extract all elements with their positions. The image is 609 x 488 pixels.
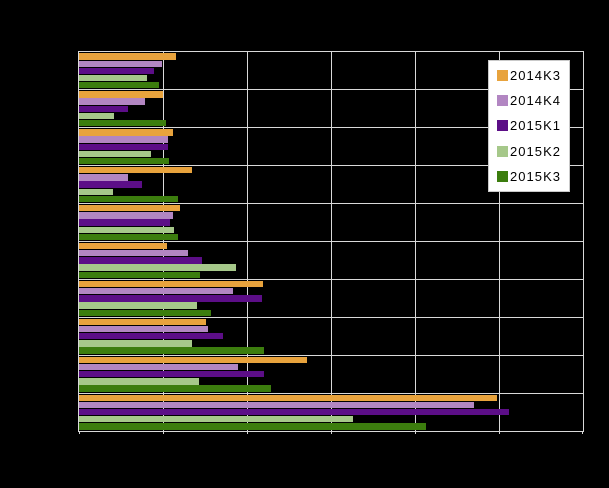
bar-2014K3-group8 xyxy=(79,318,206,326)
bar-2014K4-group10 xyxy=(79,401,474,409)
bar-2015K1-group4 xyxy=(79,181,142,188)
bar-2015K3-group5 xyxy=(79,233,179,241)
legend-entry-2014K4[interactable]: 2014K4 xyxy=(497,94,569,107)
bar-2015K1-group7 xyxy=(79,295,263,302)
x-axis-tick xyxy=(582,431,583,434)
bar-2015K3-group8 xyxy=(79,347,264,354)
bar-2015K3-group4 xyxy=(79,195,179,203)
bar-2015K2-group5 xyxy=(79,226,174,233)
legend-swatch-icon xyxy=(497,145,508,157)
bar-2015K1-group10 xyxy=(79,408,510,416)
bar-2014K3-group9 xyxy=(79,356,307,363)
bar-2015K2-group6 xyxy=(79,264,237,271)
x-axis-tick xyxy=(247,431,248,434)
bar-2014K4-group7 xyxy=(79,287,233,295)
bar-2014K4-group8 xyxy=(79,325,208,333)
bar-2015K1-group9 xyxy=(79,370,264,378)
bar-2015K2-group2 xyxy=(79,112,115,120)
bar-2015K2-group1 xyxy=(79,74,148,82)
bar-2014K4-group9 xyxy=(79,363,238,371)
bar-2015K3-group1 xyxy=(79,82,159,89)
x-axis-tick xyxy=(415,431,416,434)
bar-2014K3-group2 xyxy=(79,91,163,98)
bar-2014K4-group5 xyxy=(79,212,174,219)
gridline-horizontal xyxy=(79,354,583,356)
bar-2015K3-group10 xyxy=(79,423,426,430)
legend-label: 2014K3 xyxy=(510,68,562,84)
legend-swatch-icon xyxy=(497,170,508,182)
x-axis-tick xyxy=(331,431,332,434)
bar-2015K2-group4 xyxy=(79,188,114,195)
bar-2015K1-group2 xyxy=(79,105,128,113)
bar-2015K3-group6 xyxy=(79,271,200,278)
gridline-horizontal xyxy=(79,203,583,205)
legend-swatch-icon xyxy=(497,70,508,82)
bar-2015K2-group8 xyxy=(79,340,193,347)
bar-2014K3-group4 xyxy=(79,167,192,174)
legend-entry-2015K2[interactable]: 2015K2 xyxy=(497,145,569,158)
legend-label: 2015K2 xyxy=(510,143,562,159)
gridline-horizontal xyxy=(79,89,583,91)
bar-2015K3-group3 xyxy=(79,157,169,165)
gridline-horizontal xyxy=(79,392,583,394)
bar-2014K3-group5 xyxy=(79,205,180,212)
bar-2015K1-group1 xyxy=(79,67,154,75)
bar-2014K4-group3 xyxy=(79,136,169,143)
bar-2014K4-group6 xyxy=(79,250,189,257)
gridline-horizontal xyxy=(79,278,583,280)
legend-entry-2015K1[interactable]: 2015K1 xyxy=(497,119,569,132)
bar-2014K4-group4 xyxy=(79,174,128,181)
legend-entry-2014K3[interactable]: 2014K3 xyxy=(497,69,569,82)
legend-label: 2015K3 xyxy=(510,168,562,184)
bar-2015K1-group3 xyxy=(79,143,169,150)
bar-2014K3-group1 xyxy=(79,53,176,60)
bar-2015K3-group2 xyxy=(79,120,167,127)
bar-2015K2-group10 xyxy=(79,416,353,423)
legend: 2014K3 2014K4 2015K1 2015K2 2015K3 xyxy=(488,60,570,192)
legend-swatch-icon xyxy=(497,95,508,107)
gridline-horizontal xyxy=(79,316,583,318)
bar-2014K3-group6 xyxy=(79,242,168,250)
bar-2015K2-group3 xyxy=(79,150,152,158)
gridline-horizontal xyxy=(79,165,583,167)
bar-2015K2-group9 xyxy=(79,378,200,385)
x-axis-tick xyxy=(163,431,164,434)
bar-2015K3-group7 xyxy=(79,309,211,316)
bar-2015K2-group7 xyxy=(79,302,197,309)
bar-2014K3-group7 xyxy=(79,280,263,288)
bar-2014K4-group2 xyxy=(79,98,145,105)
bar-2014K3-group10 xyxy=(79,394,498,401)
legend-swatch-icon xyxy=(497,120,508,132)
gridline-horizontal xyxy=(79,241,583,242)
x-axis-tick xyxy=(499,431,500,434)
legend-label: 2014K4 xyxy=(510,93,562,109)
bar-2015K1-group5 xyxy=(79,219,170,226)
legend-label: 2015K1 xyxy=(510,118,562,134)
bar-2015K3-group9 xyxy=(79,385,272,392)
x-axis-tick xyxy=(79,431,80,434)
legend-entry-2015K3[interactable]: 2015K3 xyxy=(497,170,569,183)
gridline-horizontal xyxy=(79,127,583,129)
bar-2014K4-group1 xyxy=(79,60,163,67)
bar-2015K1-group6 xyxy=(79,257,203,264)
bar-2014K3-group3 xyxy=(79,129,174,136)
bar-2015K1-group8 xyxy=(79,333,223,340)
